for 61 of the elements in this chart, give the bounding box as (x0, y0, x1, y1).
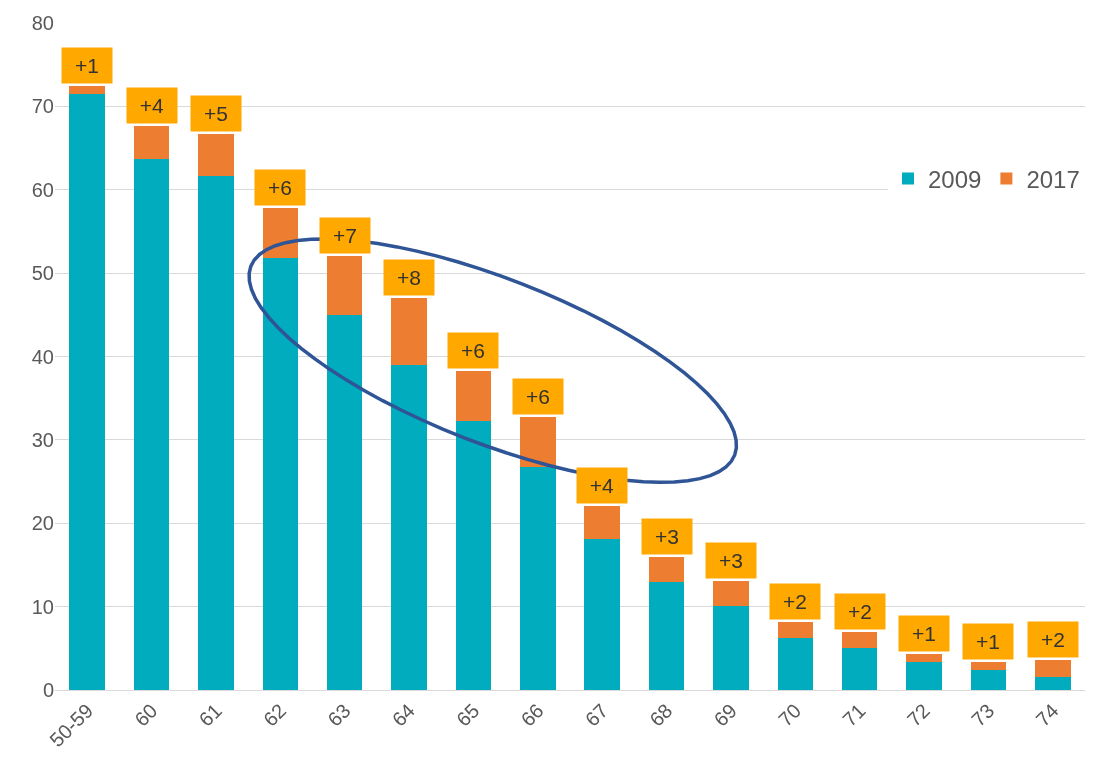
x-tick-label: 67 (580, 699, 613, 731)
bar (906, 654, 942, 663)
bar (133, 158, 170, 690)
data-label: +3 (655, 525, 679, 548)
x-tick-label: 68 (645, 699, 677, 731)
x-tick-label: 62 (258, 699, 291, 731)
data-label: +1 (75, 54, 99, 77)
x-tick-label: 71 (838, 699, 870, 731)
bar (584, 539, 620, 690)
bar (777, 638, 814, 690)
data-label: +7 (333, 224, 357, 247)
data-label: +1 (912, 622, 936, 645)
bar (713, 605, 749, 690)
data-label: +2 (783, 590, 807, 613)
bar (520, 467, 556, 690)
bar (455, 420, 492, 690)
bar (648, 581, 685, 690)
x-tick-label: 72 (902, 699, 934, 731)
bar (69, 85, 105, 94)
bar (1035, 676, 1071, 690)
x-tick-label: 66 (516, 699, 548, 731)
bar (906, 662, 942, 690)
bar (841, 648, 878, 690)
bar (69, 93, 105, 690)
x-tick-label: 73 (967, 699, 999, 731)
bar (262, 258, 299, 690)
bar (326, 314, 363, 690)
x-tick-label: 60 (130, 699, 162, 731)
y-tick-label: 10 (31, 595, 54, 618)
x-tick-label: 65 (452, 699, 484, 731)
y-tick-label: 60 (31, 178, 54, 201)
y-tick-label: 40 (31, 345, 54, 368)
data-label: +6 (526, 385, 550, 408)
x-tick-label: 64 (387, 699, 419, 731)
data-label: +2 (1041, 628, 1065, 651)
y-tick-label: 0 (42, 679, 54, 701)
y-tick-label: 30 (31, 428, 54, 451)
x-tick-label: 61 (194, 699, 226, 731)
legend-label: 2009 (928, 165, 982, 193)
bar (391, 364, 427, 690)
data-label: +4 (139, 94, 165, 117)
y-tick-label: 80 (31, 12, 54, 34)
x-tick-label: 69 (709, 699, 741, 731)
data-label: +6 (461, 339, 485, 362)
y-tick-label: 50 (31, 262, 54, 285)
bar (970, 669, 1007, 690)
bar (198, 175, 234, 690)
bar (970, 661, 1007, 670)
legend-label: 2017 (1026, 165, 1080, 193)
data-label: +2 (848, 600, 872, 623)
y-tick-label: 20 (31, 512, 54, 535)
y-tick-label: 70 (31, 95, 54, 118)
x-tick-label: 70 (773, 699, 806, 731)
x-tick-label: 74 (1031, 699, 1063, 731)
data-label: +4 (589, 474, 615, 497)
data-label: +3 (719, 549, 743, 572)
x-tick-label: 63 (323, 699, 355, 731)
data-label: +5 (204, 102, 228, 125)
data-label: +6 (268, 176, 292, 199)
data-label: +1 (976, 630, 1000, 653)
data-label: +8 (397, 266, 421, 289)
